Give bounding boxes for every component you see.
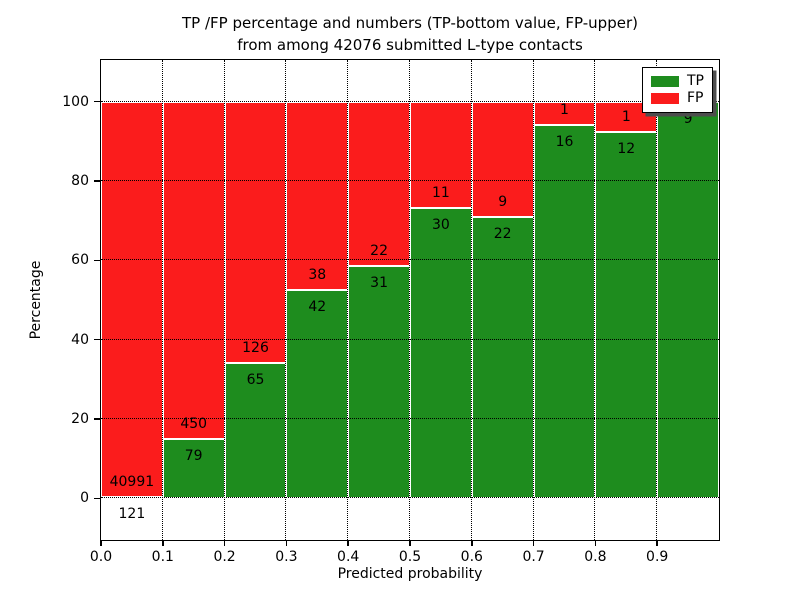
x-tick-mark bbox=[223, 541, 226, 546]
tp-legend-swatch bbox=[651, 76, 679, 87]
gridline-vertical bbox=[223, 60, 225, 540]
bar-segment-fp bbox=[162, 101, 225, 440]
fp-legend-swatch bbox=[651, 93, 679, 104]
plot-area: 4099112145079126653842223111309221161120… bbox=[100, 59, 720, 541]
gridline-vertical bbox=[347, 60, 349, 540]
bar-label-tp: 65 bbox=[246, 372, 265, 389]
y-axis-label: Percentage bbox=[28, 260, 44, 340]
gridline-horizontal bbox=[101, 338, 719, 340]
y-tick-label: 100 bbox=[62, 93, 89, 110]
gridline-vertical bbox=[532, 60, 534, 540]
bar-segment-tp bbox=[595, 132, 658, 499]
gridline-horizontal bbox=[101, 179, 719, 181]
y-tick-label: 80 bbox=[71, 172, 89, 189]
legend-entry: FP bbox=[651, 90, 704, 107]
y-tick-mark bbox=[94, 100, 100, 103]
chart-title: TP /FP percentage and numbers (TP-bottom… bbox=[101, 12, 719, 56]
y-tick-mark bbox=[94, 338, 100, 341]
x-tick-label: 0.0 bbox=[89, 549, 113, 565]
x-tick-label: 0.4 bbox=[337, 549, 360, 565]
bar-label-fp: 450 bbox=[180, 416, 208, 433]
bar-segment-fp bbox=[224, 101, 287, 364]
x-tick-mark bbox=[656, 541, 658, 546]
y-tick-mark bbox=[94, 180, 100, 182]
bar-label-tp: 9 bbox=[683, 110, 693, 127]
bar-label-tp: 16 bbox=[555, 133, 574, 150]
x-tick-label: 0.7 bbox=[522, 549, 545, 565]
gridline-vertical bbox=[656, 60, 658, 540]
bar-segment-fp bbox=[101, 101, 163, 498]
bar-label-fp: 1 bbox=[560, 101, 569, 118]
bar-label-tp: 12 bbox=[617, 141, 636, 158]
y-tick-mark bbox=[94, 418, 100, 420]
x-tick-mark bbox=[162, 541, 164, 546]
x-tick-label: 0.8 bbox=[584, 549, 607, 565]
bar-label-fp: 40991 bbox=[109, 474, 155, 491]
x-tick-mark bbox=[285, 541, 288, 546]
y-tick-mark bbox=[94, 497, 100, 500]
gridline-horizontal bbox=[101, 418, 719, 419]
bar-segment-tp bbox=[224, 363, 287, 499]
x-tick-mark bbox=[471, 541, 473, 546]
gridline-vertical bbox=[100, 60, 101, 540]
bar-segment-fp bbox=[471, 101, 534, 217]
legend-label: TP bbox=[687, 73, 704, 89]
legend-entry: TP bbox=[651, 73, 704, 90]
x-tick-mark bbox=[532, 541, 535, 546]
y-tick-label: 0 bbox=[80, 490, 89, 507]
x-tick-label: 0.1 bbox=[151, 549, 174, 565]
y-tick-label: 40 bbox=[71, 331, 89, 348]
x-tick-mark bbox=[409, 541, 411, 546]
bar-label-tp: 121 bbox=[118, 506, 146, 523]
gridline-vertical bbox=[409, 60, 410, 540]
x-tick-mark bbox=[594, 541, 597, 546]
y-tick-label: 60 bbox=[71, 252, 89, 269]
legend: TP FP bbox=[642, 67, 713, 113]
bar-label-fp: 9 bbox=[498, 193, 508, 210]
bar-segment-fp bbox=[348, 101, 410, 267]
gridline-horizontal bbox=[101, 497, 719, 499]
x-tick-label: 0.5 bbox=[398, 549, 422, 565]
x-tick-mark bbox=[100, 541, 102, 546]
gridline-vertical bbox=[285, 60, 287, 540]
bar-label-tp: 42 bbox=[308, 299, 327, 316]
x-tick-label: 0.3 bbox=[275, 549, 298, 565]
x-tick-label: 0.6 bbox=[460, 549, 483, 565]
gridline-vertical bbox=[470, 60, 472, 540]
title-line-1: TP /FP percentage and numbers (TP-bottom… bbox=[182, 14, 638, 32]
y-tick-mark bbox=[94, 259, 100, 262]
bar-segment-tp bbox=[286, 290, 349, 499]
x-tick-label: 0.9 bbox=[646, 549, 669, 565]
gridline-horizontal bbox=[101, 100, 719, 102]
bar-label-fp: 11 bbox=[431, 185, 450, 202]
bar-label-fp: 22 bbox=[370, 243, 389, 260]
x-tick-mark bbox=[347, 541, 349, 546]
x-tick-label: 0.2 bbox=[213, 549, 236, 565]
x-axis-label: Predicted probability bbox=[337, 566, 483, 582]
bar-label-tp: 30 bbox=[431, 217, 450, 234]
legend-entries: TP FP bbox=[651, 73, 704, 107]
bar-segment-tp bbox=[657, 101, 719, 499]
bar-label-tp: 79 bbox=[184, 448, 203, 465]
bar-segment-tp bbox=[410, 208, 472, 499]
bar-label-fp: 126 bbox=[242, 340, 269, 357]
gridline-horizontal bbox=[101, 259, 719, 261]
gridline-vertical bbox=[161, 60, 163, 540]
legend-label: FP bbox=[687, 90, 704, 106]
bar-segment-tp bbox=[348, 266, 410, 499]
gridline-vertical bbox=[594, 60, 596, 540]
y-tick-label: 20 bbox=[71, 411, 89, 427]
title-line-2: from among 42076 submitted L-type contac… bbox=[237, 36, 583, 54]
bar-label-tp: 22 bbox=[493, 225, 512, 242]
bar-segment-tp bbox=[533, 124, 596, 499]
bar-label-fp: 38 bbox=[308, 267, 327, 284]
bar-label-tp: 31 bbox=[370, 275, 389, 292]
bar-label-fp: 1 bbox=[621, 109, 631, 126]
bar-segment-fp bbox=[286, 101, 349, 291]
